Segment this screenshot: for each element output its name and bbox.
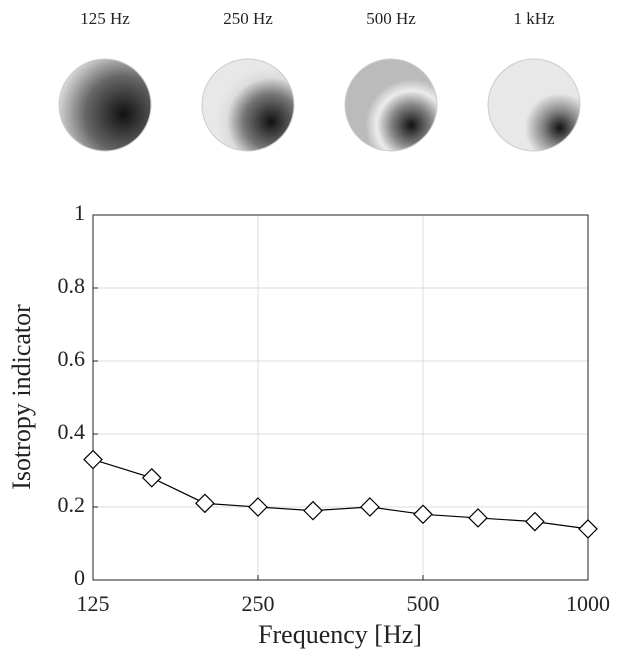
y-tick-label: 0 [74, 565, 85, 590]
diamond-marker [413, 504, 433, 525]
x-tick-label: 250 [242, 591, 275, 616]
x-axis-label: Frequency [Hz] [258, 620, 422, 649]
diamond-marker [360, 497, 380, 517]
sphere [487, 58, 581, 152]
diamond-marker [578, 519, 598, 539]
diamond-marker [83, 449, 103, 470]
sphere-label: 250 Hz [223, 9, 273, 28]
x-tick-label: 500 [407, 591, 440, 616]
diamond-marker [141, 467, 162, 488]
sphere [344, 58, 438, 152]
diamond-marker [195, 493, 215, 514]
y-tick-label: 0.8 [58, 273, 86, 298]
y-tick-label: 0.4 [58, 419, 86, 444]
sphere [201, 58, 295, 152]
sphere-label: 1 kHz [513, 9, 555, 28]
diamond-marker [303, 500, 323, 521]
y-tick-label: 0.2 [58, 492, 86, 517]
data-line [92, 458, 589, 530]
y-tick-label: 0.6 [58, 346, 86, 371]
y-axis-label: Isotropy indicator [7, 304, 36, 490]
diamond-marker [248, 497, 268, 517]
diamond-marker [525, 511, 545, 532]
sphere [58, 58, 152, 152]
sphere-label: 500 Hz [366, 9, 416, 28]
diamond-marker [468, 508, 488, 528]
plot-frame [92, 214, 589, 581]
sphere-images [58, 58, 581, 152]
sphere-label: 125 Hz [80, 9, 130, 28]
x-tick-label: 125 [77, 591, 110, 616]
y-tick-label: 1 [74, 200, 85, 225]
x-tick-label: 1000 [566, 591, 610, 616]
